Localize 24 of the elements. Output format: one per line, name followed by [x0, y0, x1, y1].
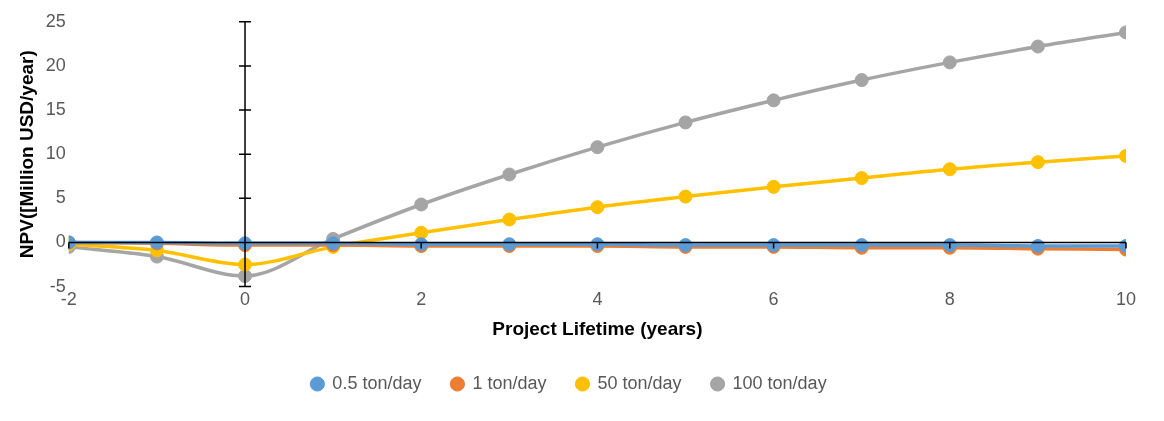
point: [1030, 39, 1045, 54]
y-tick-label: 5: [55, 187, 66, 208]
point: [854, 73, 869, 88]
y-tick-label: 0: [55, 231, 66, 252]
y-tick-label: 10: [45, 143, 66, 164]
x-tick-label: 2: [416, 289, 427, 310]
y-tick-label: -5: [49, 275, 66, 296]
legend-label: 50 ton/day: [597, 372, 682, 393]
x-tick-label: 4: [592, 289, 603, 310]
point: [678, 115, 693, 130]
x-axis-title: Project Lifetime (years): [492, 317, 703, 339]
x-tick-label: 10: [1115, 289, 1137, 310]
y-axis-title: NPV([Million USD/year): [15, 50, 37, 259]
point: [766, 93, 781, 108]
y-tick-label: 25: [45, 10, 66, 31]
x-tick-label: 8: [944, 289, 955, 310]
y-tick-label: 15: [45, 99, 66, 120]
x-tick-label: 6: [768, 289, 779, 310]
legend-label: 100 ton/day: [732, 372, 827, 393]
point: [942, 55, 957, 70]
legend-label: 1 ton/day: [472, 372, 547, 393]
x-tick-label: 0: [240, 289, 251, 310]
y-tick-label: 20: [45, 54, 66, 75]
legend-label: 0.5 ton/day: [332, 372, 422, 393]
